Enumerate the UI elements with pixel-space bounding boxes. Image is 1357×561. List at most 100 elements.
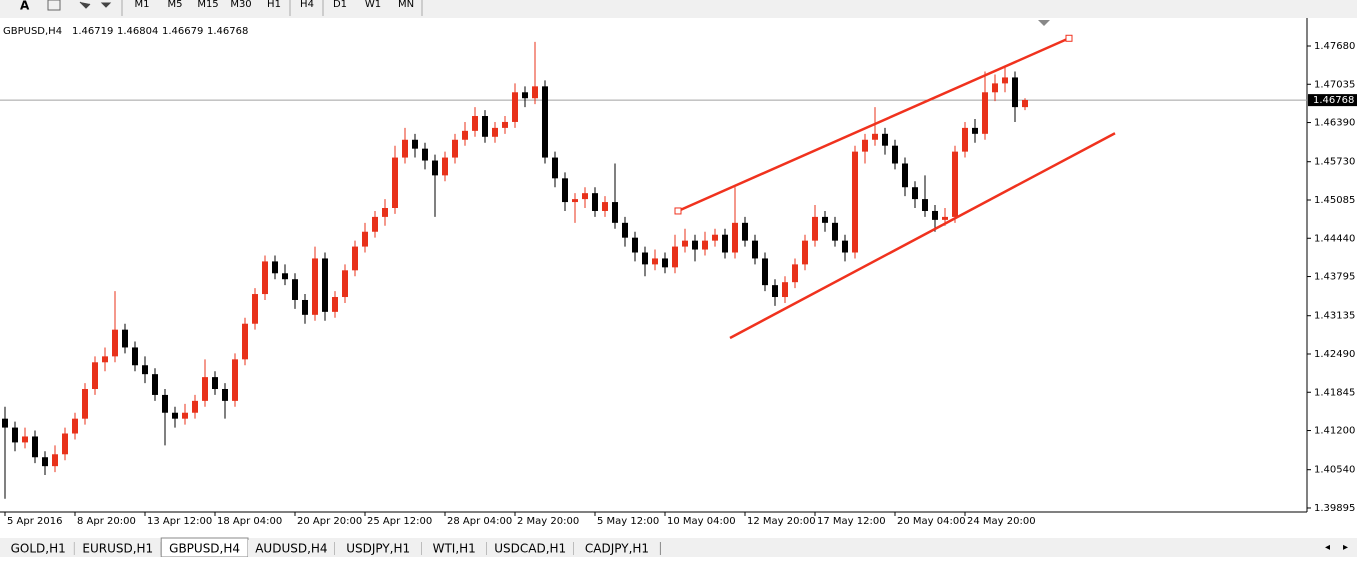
tab[interactable]: [2, 540, 75, 557]
scroll-right[interactable]: ▸: [1343, 542, 1348, 553]
candle-body: [1022, 99, 1028, 108]
tab-label[interactable]: GOLD,H1: [11, 542, 66, 556]
candle-body: [872, 133, 878, 140]
tab[interactable]: [74, 540, 162, 557]
x-tick-label: 10 May 04:00: [667, 516, 736, 527]
candle-body: [972, 127, 978, 134]
candle-body: [932, 210, 938, 220]
candle-body: [902, 163, 908, 188]
x-tick-label: 25 Apr 12:00: [367, 516, 432, 527]
candle-body: [82, 388, 88, 419]
candle-body: [732, 222, 738, 253]
candle-body: [552, 157, 558, 179]
candle-body: [412, 139, 418, 149]
candle-body: [832, 222, 838, 241]
candle-body: [1002, 77, 1008, 84]
candle-body: [312, 258, 318, 315]
tab-label[interactable]: USDJPY,H1: [346, 542, 410, 556]
candle-body: [72, 418, 78, 434]
candle-body: [172, 412, 178, 419]
trendline-handle[interactable]: [674, 207, 682, 215]
trendline: [677, 37, 1070, 213]
candle-body: [712, 234, 718, 241]
tab-label[interactable]: GBPUSD,H4: [169, 542, 240, 556]
candle-body: [612, 202, 618, 223]
tab-label[interactable]: USDCAD,H1: [494, 542, 566, 556]
y-tick-label: 1.46390: [1314, 118, 1355, 129]
y-tick-label: 1.45730: [1314, 157, 1355, 168]
text-icon[interactable]: [47, 0, 61, 11]
candle-body: [472, 116, 478, 131]
timeframe-button[interactable]: H4: [300, 0, 314, 10]
x-tick-label: 8 Apr 20:00: [77, 516, 136, 527]
candle-body: [222, 388, 228, 401]
candle-body: [882, 133, 888, 146]
trendline-handle[interactable]: [1065, 34, 1073, 42]
candle-body: [362, 231, 368, 247]
candle-body: [622, 222, 628, 238]
candle-body: [22, 436, 28, 443]
quote-value: 1.46679: [162, 26, 203, 37]
candle-body: [582, 193, 588, 200]
candle-body: [102, 356, 108, 363]
candle-body: [372, 216, 378, 232]
candle-body: [632, 237, 638, 253]
tab[interactable]: [486, 540, 574, 557]
tab[interactable]: [334, 540, 422, 557]
candle-body: [922, 199, 928, 211]
tab-label[interactable]: WTI,H1: [433, 542, 476, 556]
y-tick-label: 1.44440: [1314, 233, 1355, 244]
x-tick-label: 5 Apr 2016: [7, 516, 62, 527]
tab-label[interactable]: EURUSD,H1: [82, 542, 153, 556]
candle-body: [212, 377, 218, 389]
candle-body: [452, 139, 458, 158]
candle-body: [142, 365, 148, 375]
timeframe-button[interactable]: W1: [365, 0, 381, 10]
tab-label[interactable]: CADJPY,H1: [585, 542, 649, 556]
chart-symbol: GBPUSD,H4: [3, 26, 62, 37]
y-tick-label: 1.45085: [1314, 195, 1355, 206]
candle-body: [352, 246, 358, 271]
candle-body: [802, 240, 808, 265]
tab-label[interactable]: AUDUSD,H4: [255, 542, 327, 556]
x-tick-label: 24 May 20:00: [967, 516, 1036, 527]
candle-body: [132, 347, 138, 366]
candle-body: [282, 273, 288, 280]
timeframe-button[interactable]: M30: [230, 0, 251, 10]
candle-body: [722, 234, 728, 253]
candle-body: [682, 240, 688, 247]
x-tick-label: 2 May 20:00: [517, 516, 579, 527]
timeframe-button[interactable]: D1: [333, 0, 347, 10]
candle-body: [162, 394, 168, 413]
candle-body: [672, 246, 678, 268]
y-tick-label: 1.41845: [1314, 387, 1355, 398]
y-tick-label: 1.47035: [1314, 79, 1355, 90]
scroll-left[interactable]: ◂: [1325, 542, 1330, 553]
timeframe-button[interactable]: H1: [267, 0, 281, 10]
current-price-box: [1308, 94, 1357, 107]
arrows-icon[interactable]: [79, 1, 112, 9]
candle-body: [592, 193, 598, 211]
tab[interactable]: [421, 540, 487, 557]
timeframe-button[interactable]: MN: [398, 0, 414, 10]
quote-value: 1.46804: [117, 26, 158, 37]
candle-body: [12, 427, 18, 443]
candle-body: [762, 258, 768, 286]
y-tick-label: 1.40540: [1314, 465, 1355, 476]
timeframe-button[interactable]: M5: [168, 0, 183, 10]
y-tick-label: 1.47680: [1314, 41, 1355, 52]
timeframe-button[interactable]: M15: [197, 0, 218, 10]
candle-body: [822, 216, 828, 223]
candle-body: [842, 240, 848, 253]
trendline: [729, 132, 1116, 340]
candle-body: [1012, 77, 1018, 108]
x-tick-label: 20 May 04:00: [897, 516, 966, 527]
candle-body: [262, 261, 268, 295]
candle-body: [432, 160, 438, 176]
candle-body: [792, 264, 798, 283]
timeframe-button[interactable]: M1: [135, 0, 150, 10]
font-button[interactable]: A: [20, 0, 30, 13]
tab[interactable]: [248, 540, 335, 557]
tab[interactable]: [573, 540, 661, 557]
